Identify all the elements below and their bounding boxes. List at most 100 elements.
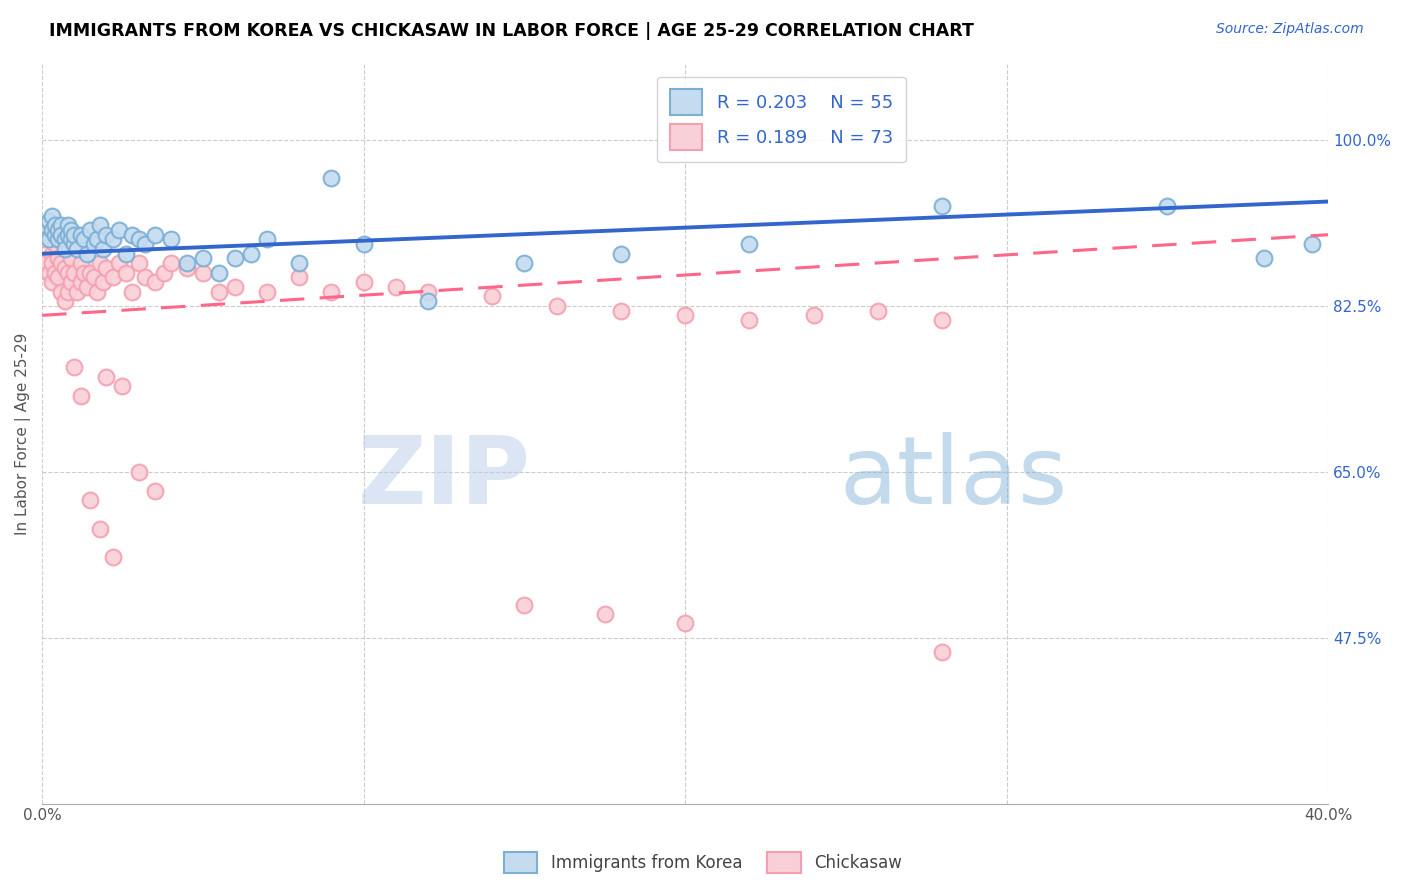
Point xyxy=(673,308,696,322)
Point xyxy=(51,256,73,270)
Point xyxy=(101,270,124,285)
Point xyxy=(51,227,73,242)
Point xyxy=(96,227,118,242)
Text: Source: ZipAtlas.com: Source: ZipAtlas.com xyxy=(1216,22,1364,37)
Y-axis label: In Labor Force | Age 25-29: In Labor Force | Age 25-29 xyxy=(15,333,31,535)
Point xyxy=(44,219,66,233)
Point xyxy=(176,260,198,275)
Point xyxy=(481,289,503,303)
Point xyxy=(51,219,73,233)
Point xyxy=(513,598,536,612)
Point xyxy=(191,252,214,266)
Point xyxy=(86,285,108,299)
Point xyxy=(134,237,156,252)
Text: atlas: atlas xyxy=(839,433,1067,524)
Point xyxy=(53,294,76,309)
Point xyxy=(224,252,246,266)
Point xyxy=(46,270,69,285)
Point xyxy=(114,266,136,280)
Point xyxy=(416,285,439,299)
Point xyxy=(44,266,66,280)
Point xyxy=(53,232,76,246)
Point xyxy=(91,242,114,256)
Point xyxy=(610,246,633,260)
Point xyxy=(89,522,111,536)
Point xyxy=(224,280,246,294)
Point xyxy=(321,285,343,299)
Point xyxy=(60,252,83,266)
Point xyxy=(610,303,633,318)
Point xyxy=(128,232,150,246)
Point xyxy=(159,256,181,270)
Point xyxy=(38,227,60,242)
Point xyxy=(191,266,214,280)
Point xyxy=(416,294,439,309)
Point xyxy=(34,256,56,270)
Point xyxy=(44,227,66,242)
Point xyxy=(89,256,111,270)
Point xyxy=(63,360,86,375)
Point xyxy=(41,275,63,289)
Point xyxy=(96,260,118,275)
Point xyxy=(53,242,76,256)
Point xyxy=(34,227,56,242)
Point xyxy=(153,266,176,280)
Point xyxy=(803,308,825,322)
Point xyxy=(51,285,73,299)
Point xyxy=(89,219,111,233)
Point xyxy=(353,275,375,289)
Point xyxy=(63,237,86,252)
Point xyxy=(63,266,86,280)
Point xyxy=(931,313,953,327)
Point xyxy=(128,465,150,479)
Point xyxy=(931,645,953,659)
Point xyxy=(41,209,63,223)
Text: IMMIGRANTS FROM KOREA VS CHICKASAW IN LABOR FORCE | AGE 25-29 CORRELATION CHART: IMMIGRANTS FROM KOREA VS CHICKASAW IN LA… xyxy=(49,22,974,40)
Point xyxy=(176,256,198,270)
Point xyxy=(41,256,63,270)
Point xyxy=(46,232,69,246)
Point xyxy=(79,493,101,508)
Point xyxy=(321,170,343,185)
Point xyxy=(63,227,86,242)
Point xyxy=(114,246,136,260)
Point xyxy=(38,232,60,246)
Legend: Immigrants from Korea, Chickasaw: Immigrants from Korea, Chickasaw xyxy=(498,846,908,880)
Point xyxy=(56,266,79,280)
Point xyxy=(128,256,150,270)
Point xyxy=(101,550,124,565)
Point xyxy=(931,199,953,213)
Point xyxy=(79,223,101,237)
Point xyxy=(69,389,91,403)
Point xyxy=(76,280,98,294)
Point xyxy=(56,219,79,233)
Point xyxy=(143,227,166,242)
Point xyxy=(96,370,118,384)
Point xyxy=(546,299,568,313)
Point xyxy=(738,313,761,327)
Point xyxy=(46,252,69,266)
Point xyxy=(56,285,79,299)
Point xyxy=(41,246,63,260)
Point xyxy=(108,223,131,237)
Point xyxy=(673,616,696,631)
Point xyxy=(66,285,89,299)
Point xyxy=(240,246,263,260)
Point xyxy=(73,232,96,246)
Point xyxy=(60,223,83,237)
Point xyxy=(1253,252,1275,266)
Point xyxy=(38,266,60,280)
Point xyxy=(866,303,889,318)
Point xyxy=(208,285,231,299)
Point xyxy=(288,270,311,285)
Point xyxy=(73,266,96,280)
Point xyxy=(41,223,63,237)
Point xyxy=(108,256,131,270)
Point xyxy=(513,256,536,270)
Point xyxy=(134,270,156,285)
Point xyxy=(60,275,83,289)
Point xyxy=(46,232,69,246)
Point xyxy=(353,237,375,252)
Point xyxy=(63,232,86,246)
Point xyxy=(69,227,91,242)
